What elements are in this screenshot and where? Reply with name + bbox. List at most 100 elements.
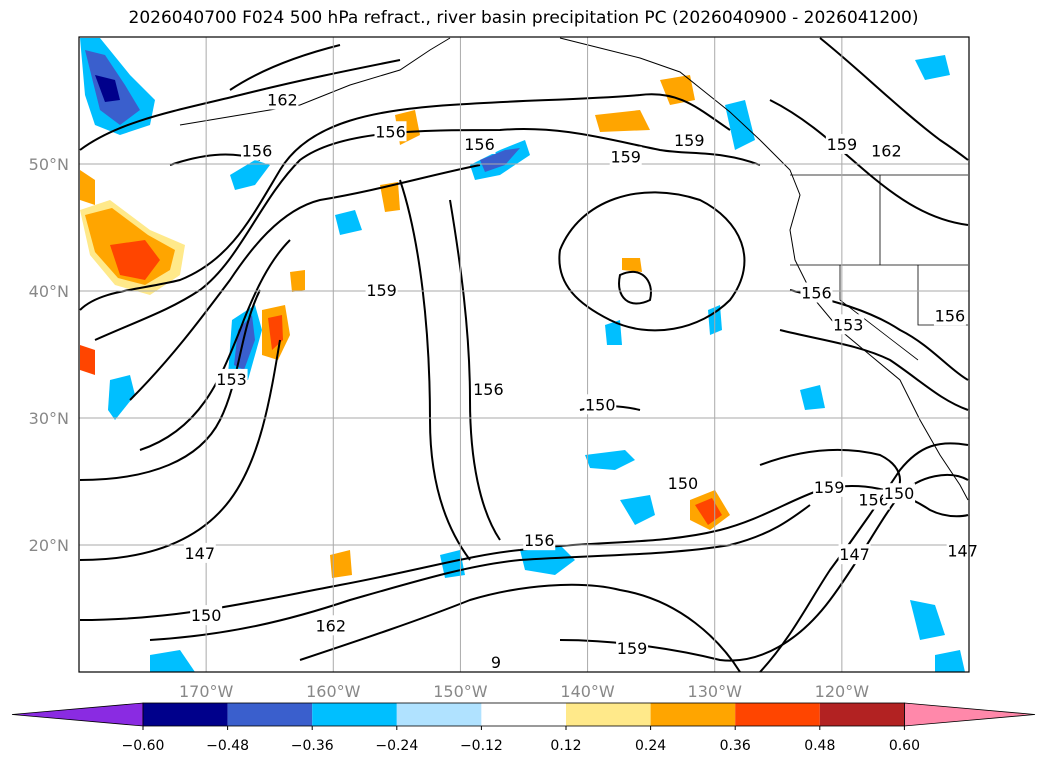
contour-label: 156: [375, 122, 406, 141]
contour-label: 150: [585, 395, 616, 414]
colorbar-tick-label: −0.12: [460, 738, 503, 754]
contour-label: 159: [674, 131, 705, 150]
colorbar-tick-label: −0.48: [206, 738, 249, 754]
contour-label: 159: [617, 639, 648, 658]
contour-label: 162: [871, 141, 902, 160]
contour-line: [229, 44, 341, 91]
lon-label: 140°W: [560, 682, 615, 701]
shading-blob: [605, 320, 622, 345]
contour-label-bg: [266, 89, 299, 110]
contour-label: 156: [473, 380, 504, 399]
contour-line: [618, 270, 652, 305]
contour-line: [129, 164, 481, 401]
colorbar-tick-label: 0.60: [889, 738, 920, 754]
contour-label: 156: [858, 491, 889, 510]
longitude-axis: 170°W 160°W 150°W 140°W 130°W 120°W: [179, 682, 869, 701]
contour-line: [139, 239, 291, 451]
lon-label: 160°W: [306, 682, 361, 701]
contour-label: 159: [366, 281, 397, 300]
contour-label: 162: [267, 91, 298, 110]
colorbar-segment: [650, 703, 736, 726]
shading-blob: [380, 182, 400, 212]
contour-label: 162: [315, 616, 346, 635]
contour-line: [449, 199, 501, 541]
contour-label: 150: [668, 474, 699, 493]
colorbar-segment: [735, 703, 820, 726]
contour-label-bg: [584, 394, 617, 415]
colorbar-tick-label: 0.36: [720, 738, 751, 754]
colorbar-segment: [396, 703, 482, 726]
shading-blob: [935, 650, 965, 672]
contour-label: 156: [524, 531, 555, 550]
shading-blob: [520, 545, 575, 575]
contour-label-bg: [215, 368, 248, 389]
contour-label-bg: [870, 140, 903, 161]
colorbar-tick-label: 0.48: [804, 738, 835, 754]
colorbar-min-extension: [11, 702, 144, 727]
contour-label-bg: [523, 530, 556, 551]
contour-label: 159: [610, 148, 641, 167]
contour-label: 156: [464, 135, 495, 154]
colorbar-segment: [819, 703, 905, 726]
colorbar-segment: [227, 703, 313, 726]
gridlines: [79, 37, 969, 672]
contour-label-bg: [314, 615, 347, 636]
contour-line: [769, 99, 969, 226]
contour-label-bg: [472, 379, 505, 400]
precip-shading: [80, 38, 965, 672]
lat-label: 20°N: [29, 536, 69, 555]
shading-blob: [80, 170, 95, 205]
colorbar-tick-label: 0.24: [635, 738, 666, 754]
contour-label-bg: [838, 544, 871, 565]
coastline-alaska: [179, 37, 451, 126]
contour-label-bg: [946, 540, 979, 561]
contour-label: 147: [947, 541, 978, 560]
map-frame: [78, 36, 970, 673]
shading-blob: [915, 55, 950, 80]
coastlines: [179, 37, 969, 501]
contour-label-bg: [666, 473, 699, 494]
lon-label: 120°W: [815, 682, 870, 701]
contour-label: 150: [191, 606, 222, 625]
shading-blob: [290, 270, 305, 292]
contour-label-bg: [825, 133, 858, 154]
colorbar-segment: [566, 703, 651, 726]
shading-blob: [800, 385, 825, 410]
contour-label-bg: [463, 133, 496, 154]
lon-label: 130°W: [688, 682, 743, 701]
latitude-axis: 50°N 40°N 30°N 20°N: [29, 155, 69, 555]
contour-line: [79, 289, 261, 481]
shading-blob: [620, 495, 655, 525]
contour-label-bg: [832, 314, 865, 335]
lon-label: 170°W: [179, 682, 234, 701]
contour-label-bg: [857, 489, 890, 510]
contour-label-bg: [241, 140, 273, 161]
shading-blob: [330, 550, 352, 578]
contour-line: [789, 289, 969, 381]
contour-label: 9: [491, 653, 501, 672]
shading-blob: [660, 75, 695, 105]
shading-blob: [595, 110, 650, 132]
contour-line: [79, 93, 731, 311]
contour-label-bg: [673, 130, 706, 151]
colorbar-outline: [142, 702, 905, 727]
contour-label-bg: [933, 305, 966, 326]
contour-label-bg: [480, 652, 513, 673]
colorbar-max-extension: [904, 702, 1036, 727]
contour-line: [759, 448, 901, 496]
contour-label-bg: [190, 605, 223, 626]
height-contours: [79, 37, 969, 673]
colorbar-tick-label: −0.60: [122, 738, 165, 754]
contour-label: 159: [827, 135, 858, 154]
shading-blob: [335, 210, 362, 235]
shading-blob: [230, 160, 270, 190]
contour-label: 156: [935, 306, 966, 325]
coastline-north-america: [559, 37, 969, 501]
colorbar-segment: [143, 703, 228, 726]
contour-label: 156: [242, 141, 273, 160]
colorbar-tick-label: −0.36: [291, 738, 334, 754]
contour-label-bg: [616, 638, 649, 659]
colorbar-segment: [312, 703, 397, 726]
